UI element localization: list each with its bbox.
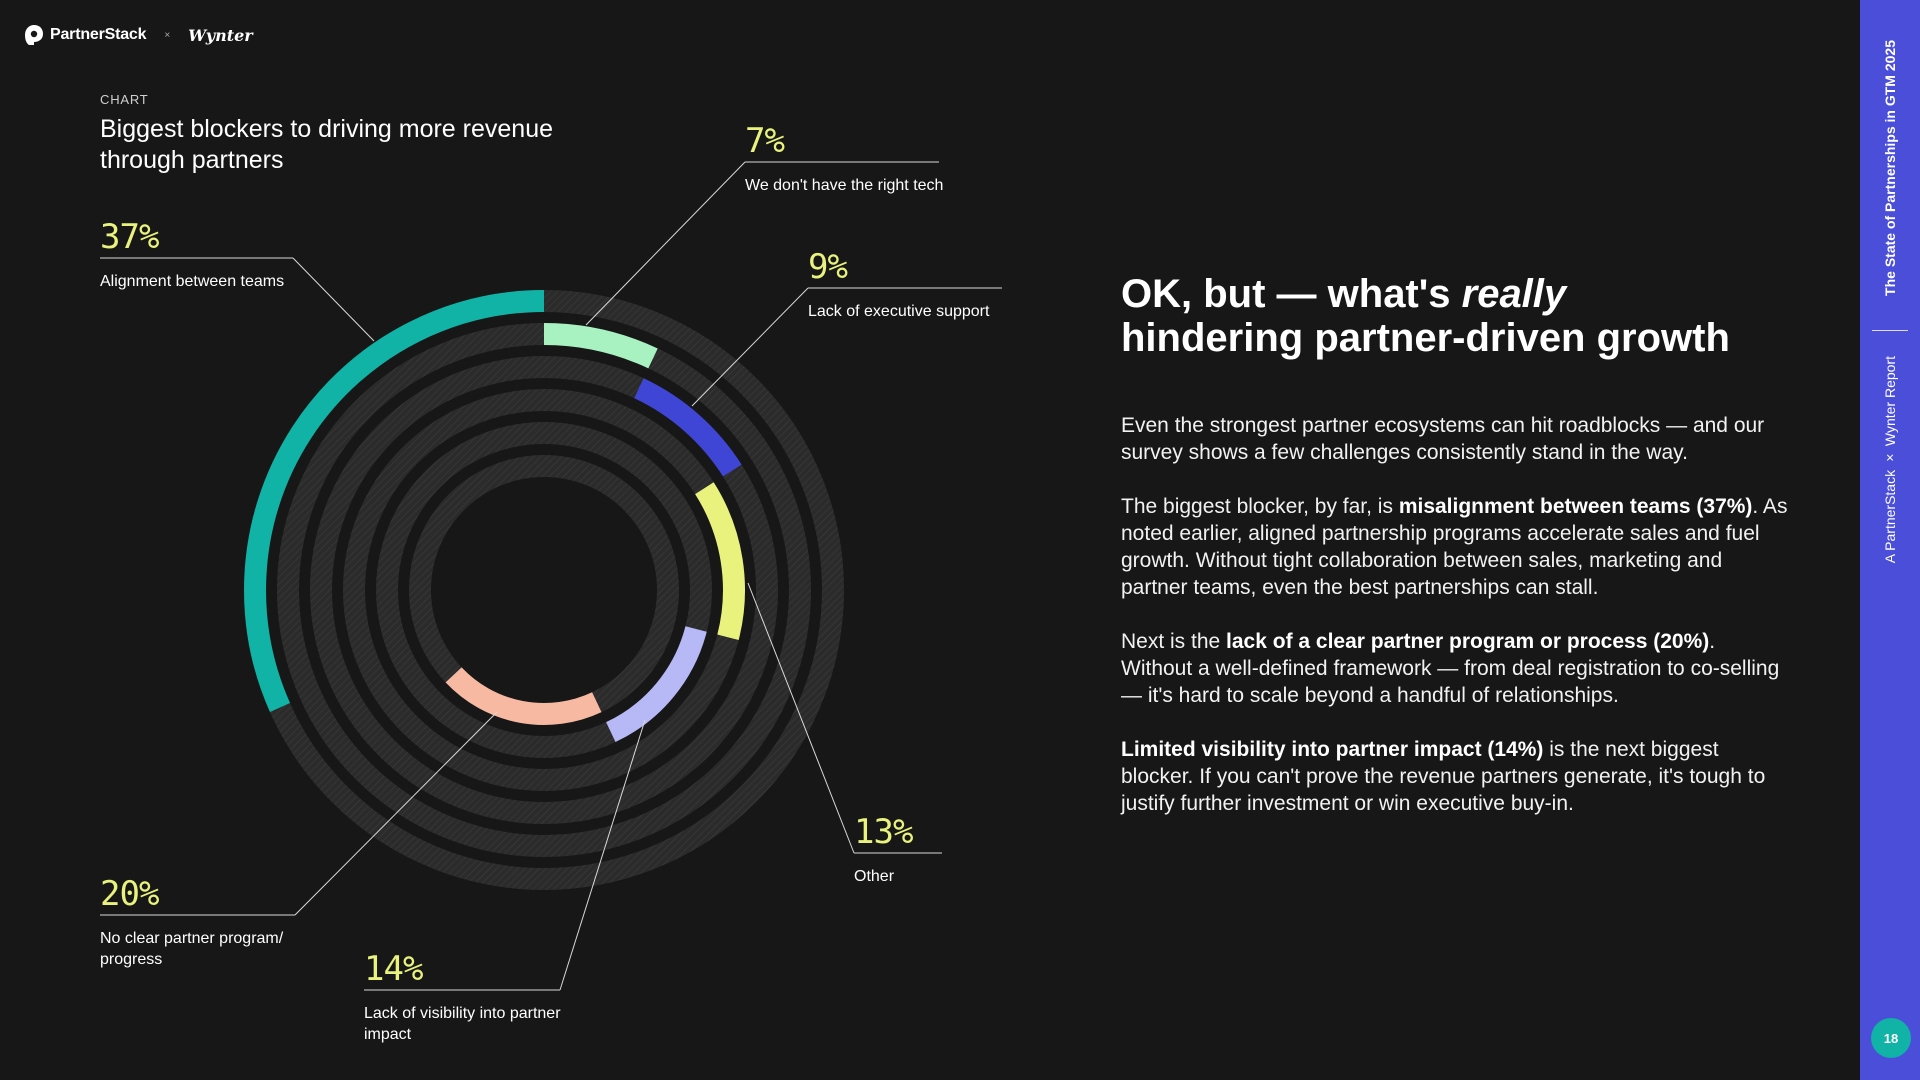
leader-line-2 bbox=[691, 287, 809, 407]
header-brand: PartnerStack × Wynter bbox=[24, 20, 253, 50]
category-label-3: Other bbox=[854, 868, 895, 885]
chart-labels: 37% Alignment between teams 7% We don't hav… bbox=[100, 121, 990, 1043]
leader-line-1 bbox=[585, 161, 746, 326]
chart-bar-5 bbox=[445, 667, 602, 726]
paragraph-alignment: The biggest blocker, by far, is misalign… bbox=[1121, 493, 1791, 601]
value-label-3: 13% bbox=[854, 812, 913, 852]
chart-track-2 bbox=[310, 356, 778, 824]
category-label-5: No clear partner program/progress bbox=[100, 930, 284, 968]
p4-emphasis: Limited visibility into partner impact (… bbox=[1121, 738, 1544, 761]
p4-text: is the next biggest blocker. If you can'… bbox=[1121, 738, 1766, 815]
value-label-5: 20% bbox=[100, 874, 159, 914]
p3-emphasis: lack of a clear partner program or proce… bbox=[1226, 630, 1710, 653]
chart-bar-2 bbox=[634, 378, 742, 477]
chart-bar-1 bbox=[543, 323, 658, 369]
chart-bar-0 bbox=[244, 290, 545, 712]
category-label-4: Lack of visibility into partner impact bbox=[364, 1005, 561, 1043]
right-panel: OK, but — what's really hindering partne… bbox=[1121, 272, 1791, 844]
leader-line-5 bbox=[294, 711, 498, 916]
chart-bar-4 bbox=[605, 626, 707, 743]
sidebar-divider bbox=[1872, 330, 1908, 331]
paragraph-visibility: Limited visibility into partner impact (… bbox=[1121, 736, 1791, 817]
paragraph-intro: Even the strongest partner ecosystems ca… bbox=[1121, 414, 1765, 464]
p2-emphasis: misalignment between teams (37%) bbox=[1398, 495, 1753, 518]
sidebar-report-title: The State of Partnerships in GTM 2025 bbox=[1882, 40, 1898, 296]
sidebar: The State of Partnerships in GTM 2025 A … bbox=[1860, 0, 1920, 1080]
leader-line-3 bbox=[747, 582, 855, 854]
category-label-2: Lack of executive support bbox=[808, 303, 990, 320]
p3-text-1: Next is the bbox=[1121, 630, 1227, 653]
chart-title: Biggest blockers to driving more revenue… bbox=[100, 115, 554, 174]
value-label-2: 9% bbox=[808, 247, 847, 287]
chart-track-4 bbox=[376, 422, 712, 758]
sidebar-report-subtitle: A PartnerStack × Wynter Report bbox=[1882, 356, 1898, 564]
brand-separator: × bbox=[164, 29, 171, 41]
chart-bar-3 bbox=[695, 482, 745, 641]
chart-kicker: CHART bbox=[100, 92, 149, 107]
headline-emphasis: really bbox=[1461, 272, 1567, 316]
leader-line-0 bbox=[292, 257, 375, 342]
partnerstack-logo: PartnerStack bbox=[24, 24, 147, 46]
partnerstack-wordmark: PartnerStack bbox=[50, 26, 147, 43]
value-label-0: 37% bbox=[100, 217, 159, 257]
radial-bar-chart: 37% Alignment between teams 7% We don't hav… bbox=[100, 121, 1002, 1043]
partnerstack-mark-icon bbox=[25, 25, 43, 45]
paragraph-program: Next is the lack of a clear partner prog… bbox=[1121, 628, 1791, 709]
headline-part-1: OK, but — what's bbox=[1121, 272, 1462, 316]
value-label-4: 14% bbox=[364, 949, 423, 989]
headline-part-2: hindering partner-driven growth bbox=[1121, 316, 1730, 360]
p3-text-2: . Without a well-defined framework — fro… bbox=[1121, 630, 1780, 707]
headline: OK, but — what's really hindering partne… bbox=[1121, 272, 1791, 360]
value-label-1: 7% bbox=[745, 121, 784, 161]
chart-leader-lines bbox=[100, 161, 1002, 991]
leader-line-4 bbox=[559, 719, 646, 991]
category-label-1: We don't have the right tech bbox=[745, 177, 943, 194]
p2-text-1: The biggest blocker, by far, is bbox=[1121, 495, 1399, 518]
category-label-0: Alignment between teams bbox=[100, 273, 284, 290]
chart-arcs bbox=[244, 290, 745, 743]
wynter-logo: Wynter bbox=[188, 25, 253, 45]
p2-text-2: . As noted earlier, aligned partnership … bbox=[1121, 495, 1788, 599]
page-number-badge: 18 bbox=[1871, 1018, 1911, 1058]
